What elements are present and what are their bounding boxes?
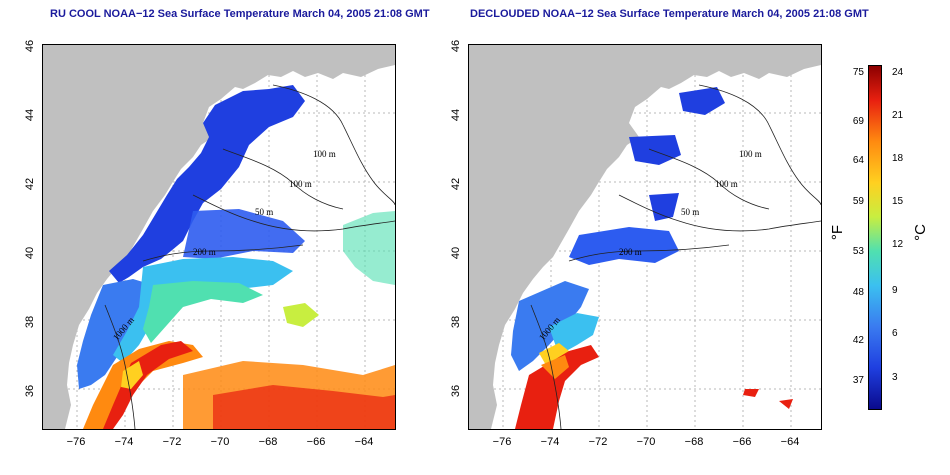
lon-tick: −76 [66,436,86,448]
contour-label: 200 m [619,247,642,257]
contour-label: 50 m [681,207,699,217]
lat-tick: 40 [24,246,36,260]
land-mass [469,45,821,429]
lat-tick: 38 [450,315,462,329]
sst-map-raw: 100 m 100 m 50 m 200 m 1000 m [42,44,396,430]
lat-tick: 36 [24,384,36,398]
sst-map-declouded-graphic: 100 m 100 m 50 m 200 m 1000 m [469,45,821,429]
lon-tick: −70 [210,436,230,448]
lat-tick: 44 [24,108,36,122]
fahrenheit-tick: 59 [852,196,864,207]
contour-label: 100 m [289,179,312,189]
lat-tick: 42 [450,177,462,191]
fahrenheit-tick: 53 [852,246,864,257]
land-mass [43,45,395,429]
sst-map-raw-graphic: 100 m 100 m 50 m 200 m 1000 m [43,45,395,429]
lat-tick: 36 [450,384,462,398]
lon-tick: −72 [588,436,608,448]
celsius-tick: 21 [892,110,904,121]
celsius-tick: 9 [892,285,898,296]
celsius-tick: 15 [892,196,904,207]
celsius-tick: 3 [892,372,898,383]
lat-tick: 38 [24,315,36,329]
fahrenheit-tick: 37 [852,375,864,386]
lat-tick: 40 [450,246,462,260]
lon-tick: −66 [732,436,752,448]
lat-tick: 46 [450,39,462,53]
lon-tick: −70 [636,436,656,448]
celsius-tick: 6 [892,328,898,339]
temperature-colorbar [868,65,882,410]
cold-water [679,87,725,115]
fahrenheit-unit-label: °F [829,224,847,241]
lon-tick: −66 [306,436,326,448]
right-map-title: DECLOUDED NOAA−12 Sea Surface Temperatur… [470,8,869,20]
lon-tick: −72 [162,436,182,448]
cold-water [109,85,305,283]
celsius-tick: 18 [892,153,904,164]
mid-water [113,257,293,363]
sst-map-declouded: 100 m 100 m 50 m 200 m 1000 m [468,44,822,430]
bathymetry-contours [104,84,395,429]
bathymetry-contours [530,84,821,429]
lon-tick: −68 [684,436,704,448]
lat-tick: 44 [450,108,462,122]
celsius-tick: 24 [892,67,904,78]
lat-tick: 46 [24,39,36,53]
lon-tick: −64 [780,436,800,448]
fahrenheit-tick: 64 [852,155,864,166]
contour-label: 100 m [739,149,762,159]
fahrenheit-tick: 75 [852,67,864,78]
lat-tick: 42 [24,177,36,191]
left-map-title: RU COOL NOAA−12 Sea Surface Temperature … [50,8,430,20]
lon-tick: −64 [354,436,374,448]
contour-label: 50 m [255,207,273,217]
lon-tick: −68 [258,436,278,448]
fahrenheit-tick: 48 [852,287,864,298]
contour-label: 100 m [715,179,738,189]
contour-label: 100 m [313,149,336,159]
lon-tick: −76 [492,436,512,448]
celsius-unit-label: °C [911,224,929,241]
lon-tick: −74 [114,436,134,448]
fahrenheit-tick: 42 [852,335,864,346]
fahrenheit-tick: 69 [852,116,864,127]
lon-tick: −74 [540,436,560,448]
celsius-tick: 12 [892,239,904,250]
contour-label: 200 m [193,247,216,257]
